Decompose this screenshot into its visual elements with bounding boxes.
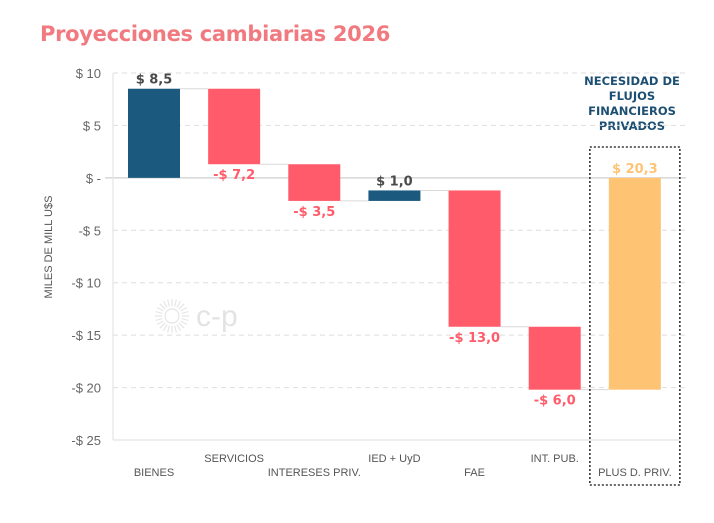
- x-tick-label: INTERESES PRIV.: [268, 467, 361, 479]
- data-label: -$ 3,5: [293, 205, 335, 220]
- bar-intereses-priv: [288, 164, 341, 201]
- y-tick-label: -$ 25: [71, 433, 101, 448]
- data-label: $ 8,5: [136, 73, 173, 88]
- bar-plus-d-priv: [608, 177, 661, 390]
- annotation-text: NECESIDAD DE FLUJOS FINANCIEROS PRIVADOS: [584, 74, 680, 133]
- bar-int-pub: [528, 326, 581, 390]
- bar-bienes: [128, 88, 180, 178]
- data-label: -$ 7,2: [213, 168, 255, 183]
- y-tick-label: -$ 10: [71, 276, 101, 291]
- y-tick-label: $ 10: [76, 66, 101, 81]
- bar-servicios: [208, 88, 261, 165]
- watermark-text: c-p: [196, 300, 238, 333]
- data-label: $ 20,3: [612, 162, 658, 177]
- x-tick-label: IED + UyD: [368, 453, 420, 465]
- x-tick-label: INT. PUB.: [531, 453, 579, 465]
- x-tick-label: SERVICIOS: [204, 453, 264, 465]
- watermark-logo: c-p: [155, 299, 238, 333]
- chart-title: Proyecciones cambiarias 2026: [40, 22, 391, 46]
- y-tick-label: -$ 20: [71, 381, 101, 396]
- x-tick-label: FAE: [464, 467, 485, 479]
- y-tick-label: $ -: [86, 171, 101, 186]
- y-tick-label: -$ 15: [71, 328, 101, 343]
- data-label: -$ 6,0: [534, 394, 576, 409]
- bar-fae: [448, 190, 501, 327]
- x-tick-label: PLUS D. PRIV.: [598, 467, 672, 479]
- sun-icon: [155, 299, 189, 333]
- bar-ied-uyd: [368, 190, 421, 201]
- data-label: -$ 13,0: [449, 331, 500, 346]
- y-tick-label: $ 5: [83, 118, 101, 133]
- highlight-box: [589, 146, 681, 486]
- x-tick-label: BIENES: [134, 467, 174, 479]
- data-label: $ 1,0: [376, 174, 413, 189]
- y-tick-label: -$ 5: [79, 223, 101, 238]
